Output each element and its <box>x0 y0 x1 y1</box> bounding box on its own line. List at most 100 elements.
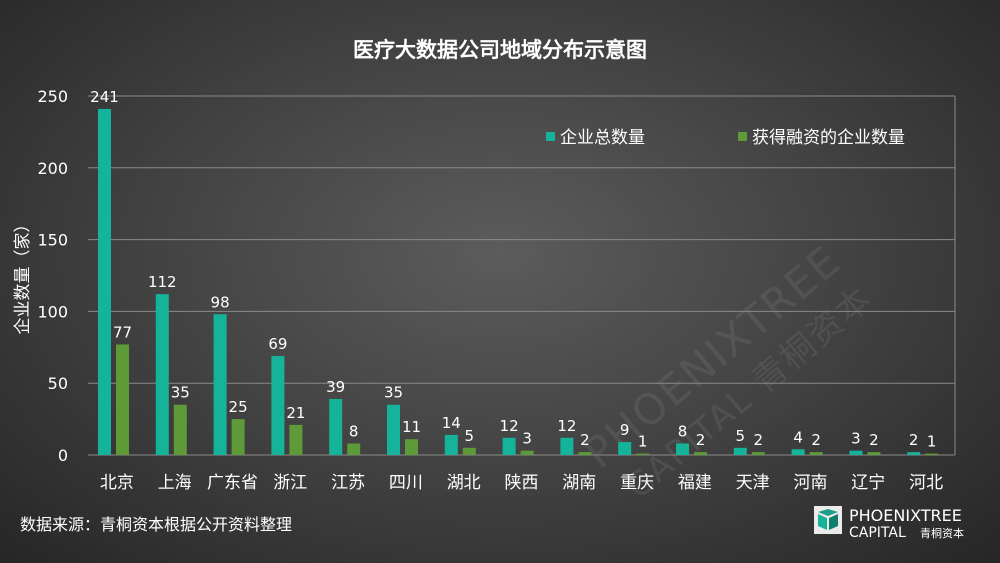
data-label: 8 <box>349 423 359 441</box>
bar-funded <box>116 344 129 455</box>
x-category-label: 湖北 <box>447 473 481 493</box>
bars <box>98 108 939 455</box>
bar-funded <box>173 404 187 455</box>
data-label: 11 <box>402 418 421 436</box>
phoenixtree-logo: PHOENIXTREE CAPITAL 青桐资本 <box>814 506 964 541</box>
x-category-label: 天津 <box>736 473 770 493</box>
bar-total <box>502 437 516 455</box>
data-label: 1 <box>638 433 648 451</box>
bar-total <box>907 452 921 455</box>
legend-swatch-total <box>546 132 555 141</box>
bar-funded <box>231 419 245 455</box>
x-category-label: 四川 <box>389 473 423 493</box>
data-label: 5 <box>465 427 475 445</box>
bar-total <box>155 294 169 455</box>
data-label: 2 <box>869 431 879 449</box>
data-label: 241 <box>90 88 119 106</box>
x-category-label: 北京 <box>100 473 134 493</box>
legend: 企业总数量 获得融资的企业数量 <box>546 128 905 148</box>
x-category-label: 上海 <box>158 473 192 493</box>
bar-funded <box>462 447 476 455</box>
y-tick-label: 0 <box>58 446 68 465</box>
bar-funded <box>751 452 765 455</box>
y-tick-label: 150 <box>37 231 68 250</box>
data-label: 12 <box>557 417 576 435</box>
source-note: 数据来源：青桐资本根据公开资料整理 <box>20 515 292 534</box>
data-label: 21 <box>286 404 305 422</box>
phoenixtree-logo-icon <box>814 506 842 534</box>
data-label: 9 <box>620 421 630 439</box>
bar-funded <box>347 443 361 455</box>
data-label: 98 <box>211 293 230 311</box>
x-category-label: 河南 <box>794 473 828 493</box>
data-label: 35 <box>384 384 403 402</box>
data-label: 2 <box>696 431 706 449</box>
watermark: PHOENIXTREE CAPITAL 青桐资本 <box>575 236 881 508</box>
x-category-label: 河北 <box>909 473 943 493</box>
data-label: 4 <box>793 428 803 446</box>
bar-funded <box>578 452 592 455</box>
bar-total <box>733 447 747 455</box>
x-category-label: 浙江 <box>273 473 307 493</box>
bar-total <box>271 355 285 455</box>
bar-funded <box>925 453 939 455</box>
x-category-label: 重庆 <box>620 473 654 493</box>
data-label: 5 <box>736 427 746 445</box>
data-label: 25 <box>229 398 248 416</box>
x-axis-categories: 北京 上海 广东省 浙江 江苏 四川 湖北 陕西 湖南 重庆 福建 天津 河南 辽宁 河北 <box>100 473 943 493</box>
bar-total <box>560 437 574 455</box>
data-label: 112 <box>148 273 177 291</box>
bar-total <box>329 398 343 455</box>
x-category-label: 陕西 <box>505 473 539 493</box>
bar-total <box>676 443 689 455</box>
legend-swatch-funded <box>738 132 747 141</box>
y-axis-label: 企业数量（家） <box>13 216 33 335</box>
data-label: 39 <box>326 378 345 396</box>
data-label: 1 <box>927 433 937 451</box>
data-label: 2 <box>909 431 919 449</box>
bar-funded <box>520 450 534 455</box>
x-category-label: 广东省 <box>207 473 258 493</box>
data-label: 77 <box>113 323 132 341</box>
logo-line2-cn: 青桐资本 <box>920 526 964 540</box>
bar-total <box>618 442 632 455</box>
data-label: 8 <box>678 423 688 441</box>
x-category-label: 湖南 <box>562 473 596 493</box>
y-tick-label: 250 <box>37 87 68 106</box>
data-label: 3 <box>522 430 532 448</box>
data-label: 12 <box>500 417 519 435</box>
bar-total <box>791 449 805 455</box>
data-label: 14 <box>442 414 461 432</box>
x-category-label: 辽宁 <box>851 473 885 493</box>
logo-line2: CAPITAL <box>849 525 906 541</box>
y-tick-label: 200 <box>37 159 68 178</box>
bar-total <box>387 404 400 455</box>
logo-line1: PHOENIXTREE <box>849 506 962 525</box>
data-label: 35 <box>171 384 190 402</box>
bar-total <box>98 108 111 455</box>
legend-label-funded: 获得融资的企业数量 <box>752 128 905 148</box>
data-label: 2 <box>754 431 764 449</box>
bar-total <box>213 314 227 455</box>
y-tick-label: 50 <box>48 374 68 393</box>
y-axis-ticks: 0 50 100 150 200 250 <box>37 87 68 465</box>
bar-total <box>444 434 458 455</box>
bar-funded <box>867 452 881 455</box>
bar-funded <box>636 453 650 455</box>
y-tick-label: 100 <box>37 302 68 321</box>
bar-funded <box>289 424 303 455</box>
bar-total <box>849 450 863 455</box>
legend-label-total: 企业总数量 <box>560 128 645 148</box>
data-label: 2 <box>811 431 821 449</box>
bar-funded <box>694 452 707 455</box>
x-category-label: 福建 <box>678 473 712 493</box>
data-label: 69 <box>268 335 287 353</box>
bar-funded <box>405 439 418 455</box>
data-label: 3 <box>851 430 861 448</box>
bar-funded <box>809 452 823 455</box>
chart-title: 医疗大数据公司地域分布示意图 <box>353 38 647 62</box>
data-label: 2 <box>580 431 590 449</box>
x-category-label: 江苏 <box>331 473 365 493</box>
